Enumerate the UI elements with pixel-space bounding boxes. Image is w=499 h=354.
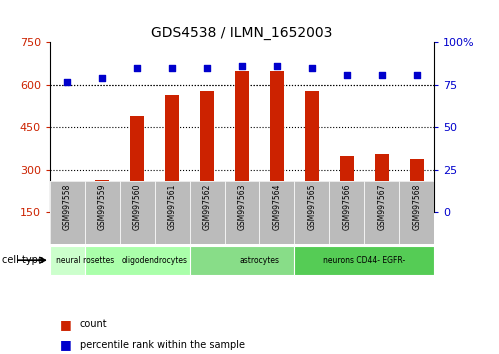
Bar (85, 246, 225, 275)
Bar (399, 181, 434, 244)
Text: oligodendrocytes: oligodendrocytes (122, 256, 188, 265)
Bar (270, 71, 284, 212)
Bar (190, 246, 329, 275)
Text: GSM997568: GSM997568 (412, 184, 421, 230)
Point (98, 75, 106, 81)
Bar (95, 180, 109, 212)
Point (308, 65, 316, 71)
Bar (155, 181, 190, 244)
Title: GDS4538 / ILMN_1652003: GDS4538 / ILMN_1652003 (151, 26, 333, 40)
Text: GSM997560: GSM997560 (133, 184, 142, 230)
Bar (294, 181, 329, 244)
Point (378, 72, 386, 78)
Bar (364, 181, 399, 244)
Bar (50, 181, 85, 244)
Bar (120, 181, 155, 244)
Bar (294, 246, 434, 275)
Text: GSM997563: GSM997563 (238, 184, 247, 230)
Bar (225, 181, 259, 244)
Text: percentile rank within the sample: percentile rank within the sample (80, 340, 245, 350)
Text: GSM997559: GSM997559 (98, 184, 107, 230)
Text: count: count (80, 319, 107, 329)
Text: GSM997565: GSM997565 (307, 184, 316, 230)
Text: GSM997567: GSM997567 (377, 184, 386, 230)
Bar (375, 154, 389, 212)
Point (203, 65, 211, 71)
Point (238, 63, 246, 69)
Bar (235, 71, 249, 212)
Text: GSM997561: GSM997561 (168, 184, 177, 230)
Text: GSM997566: GSM997566 (342, 184, 351, 230)
Text: ■: ■ (60, 338, 72, 351)
Bar (200, 91, 214, 212)
Bar (165, 95, 179, 212)
Text: neurons CD44- EGFR-: neurons CD44- EGFR- (323, 256, 405, 265)
Bar (259, 181, 294, 244)
Point (168, 65, 176, 71)
Bar (305, 91, 319, 212)
Bar (130, 116, 144, 212)
Bar (340, 156, 354, 212)
Text: GSM997564: GSM997564 (272, 184, 281, 230)
Bar (190, 181, 225, 244)
Text: astrocytes: astrocytes (240, 256, 279, 265)
Text: ■: ■ (60, 318, 72, 331)
Text: cell type: cell type (2, 255, 44, 265)
Point (273, 63, 281, 69)
Bar (85, 181, 120, 244)
Point (343, 72, 351, 78)
Bar (329, 181, 364, 244)
Text: neural rosettes: neural rosettes (56, 256, 114, 265)
Text: GSM997562: GSM997562 (203, 184, 212, 230)
Point (413, 72, 421, 78)
Bar (50, 246, 120, 275)
Bar (410, 159, 424, 212)
Bar (60, 193, 74, 212)
Text: GSM997558: GSM997558 (63, 184, 72, 230)
Point (133, 65, 141, 71)
Point (63, 79, 71, 84)
